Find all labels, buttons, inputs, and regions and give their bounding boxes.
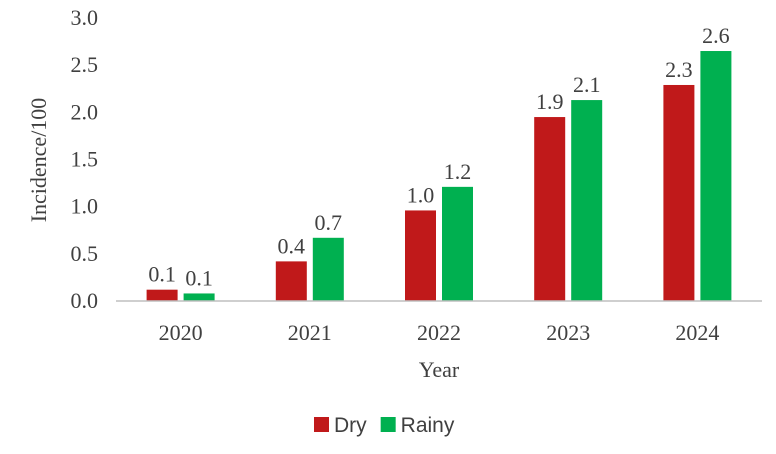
- x-axis-ticks: 2020 2021 2022 2023 2024: [159, 320, 720, 345]
- bar-rainy-2022: [442, 186, 473, 301]
- data-label-rainy-2022: 1.2: [444, 159, 472, 184]
- data-label-rainy-2023: 2.1: [573, 72, 601, 97]
- bar-dry-2020: [146, 289, 178, 301]
- x-tick-label: 2021: [288, 320, 332, 345]
- bar-rainy-2024: [700, 51, 732, 302]
- x-tick-label: 2020: [159, 320, 203, 345]
- legend: Dry Rainy: [314, 414, 455, 437]
- bar-rainy-2023: [571, 100, 603, 301]
- y-tick-label: 2.5: [71, 52, 99, 77]
- data-label-rainy-2020: 0.1: [185, 265, 213, 290]
- legend-label-rainy: Rainy: [401, 414, 455, 437]
- x-axis-title: Year: [419, 357, 460, 382]
- data-label-dry-2020: 0.1: [148, 262, 176, 287]
- bar-dry-2024: [663, 84, 695, 301]
- y-tick-label: 2.0: [71, 99, 99, 124]
- y-tick-label: 0.0: [71, 288, 99, 313]
- bar-dry-2022: [405, 210, 436, 301]
- x-tick-label: 2023: [546, 320, 590, 345]
- data-label-dry-2022: 1.0: [407, 182, 435, 207]
- data-label-rainy-2021: 0.7: [315, 210, 343, 235]
- bar-dry-2021: [275, 261, 307, 301]
- y-axis-title: Incidence/100: [26, 98, 51, 223]
- y-tick-label: 0.5: [71, 241, 99, 266]
- y-tick-label: 1.0: [71, 194, 99, 219]
- bar-rainy-2020: [183, 293, 215, 301]
- bar-rainy-2021: [312, 237, 344, 301]
- legend-label-dry: Dry: [334, 414, 367, 437]
- data-label-dry-2024: 2.3: [665, 57, 693, 82]
- y-tick-label: 1.5: [71, 147, 99, 172]
- x-tick-label: 2024: [675, 320, 719, 345]
- bar-dry-2023: [534, 117, 566, 301]
- x-tick-label: 2022: [417, 320, 461, 345]
- data-label-dry-2023: 1.9: [536, 89, 564, 114]
- bars: [146, 51, 732, 302]
- y-axis-ticks: 0.0 0.5 1.0 1.5 2.0 2.5 3.0: [71, 5, 99, 313]
- data-label-rainy-2024: 2.6: [702, 23, 730, 48]
- data-labels: 0.1 0.1 0.4 0.7 1.0 1.2 1.9 2.1 2.3 2.6: [148, 23, 729, 290]
- legend-swatch-dry: [314, 417, 329, 432]
- y-tick-label: 3.0: [71, 5, 99, 30]
- legend-swatch-rainy: [380, 417, 396, 432]
- data-label-dry-2021: 0.4: [278, 233, 306, 258]
